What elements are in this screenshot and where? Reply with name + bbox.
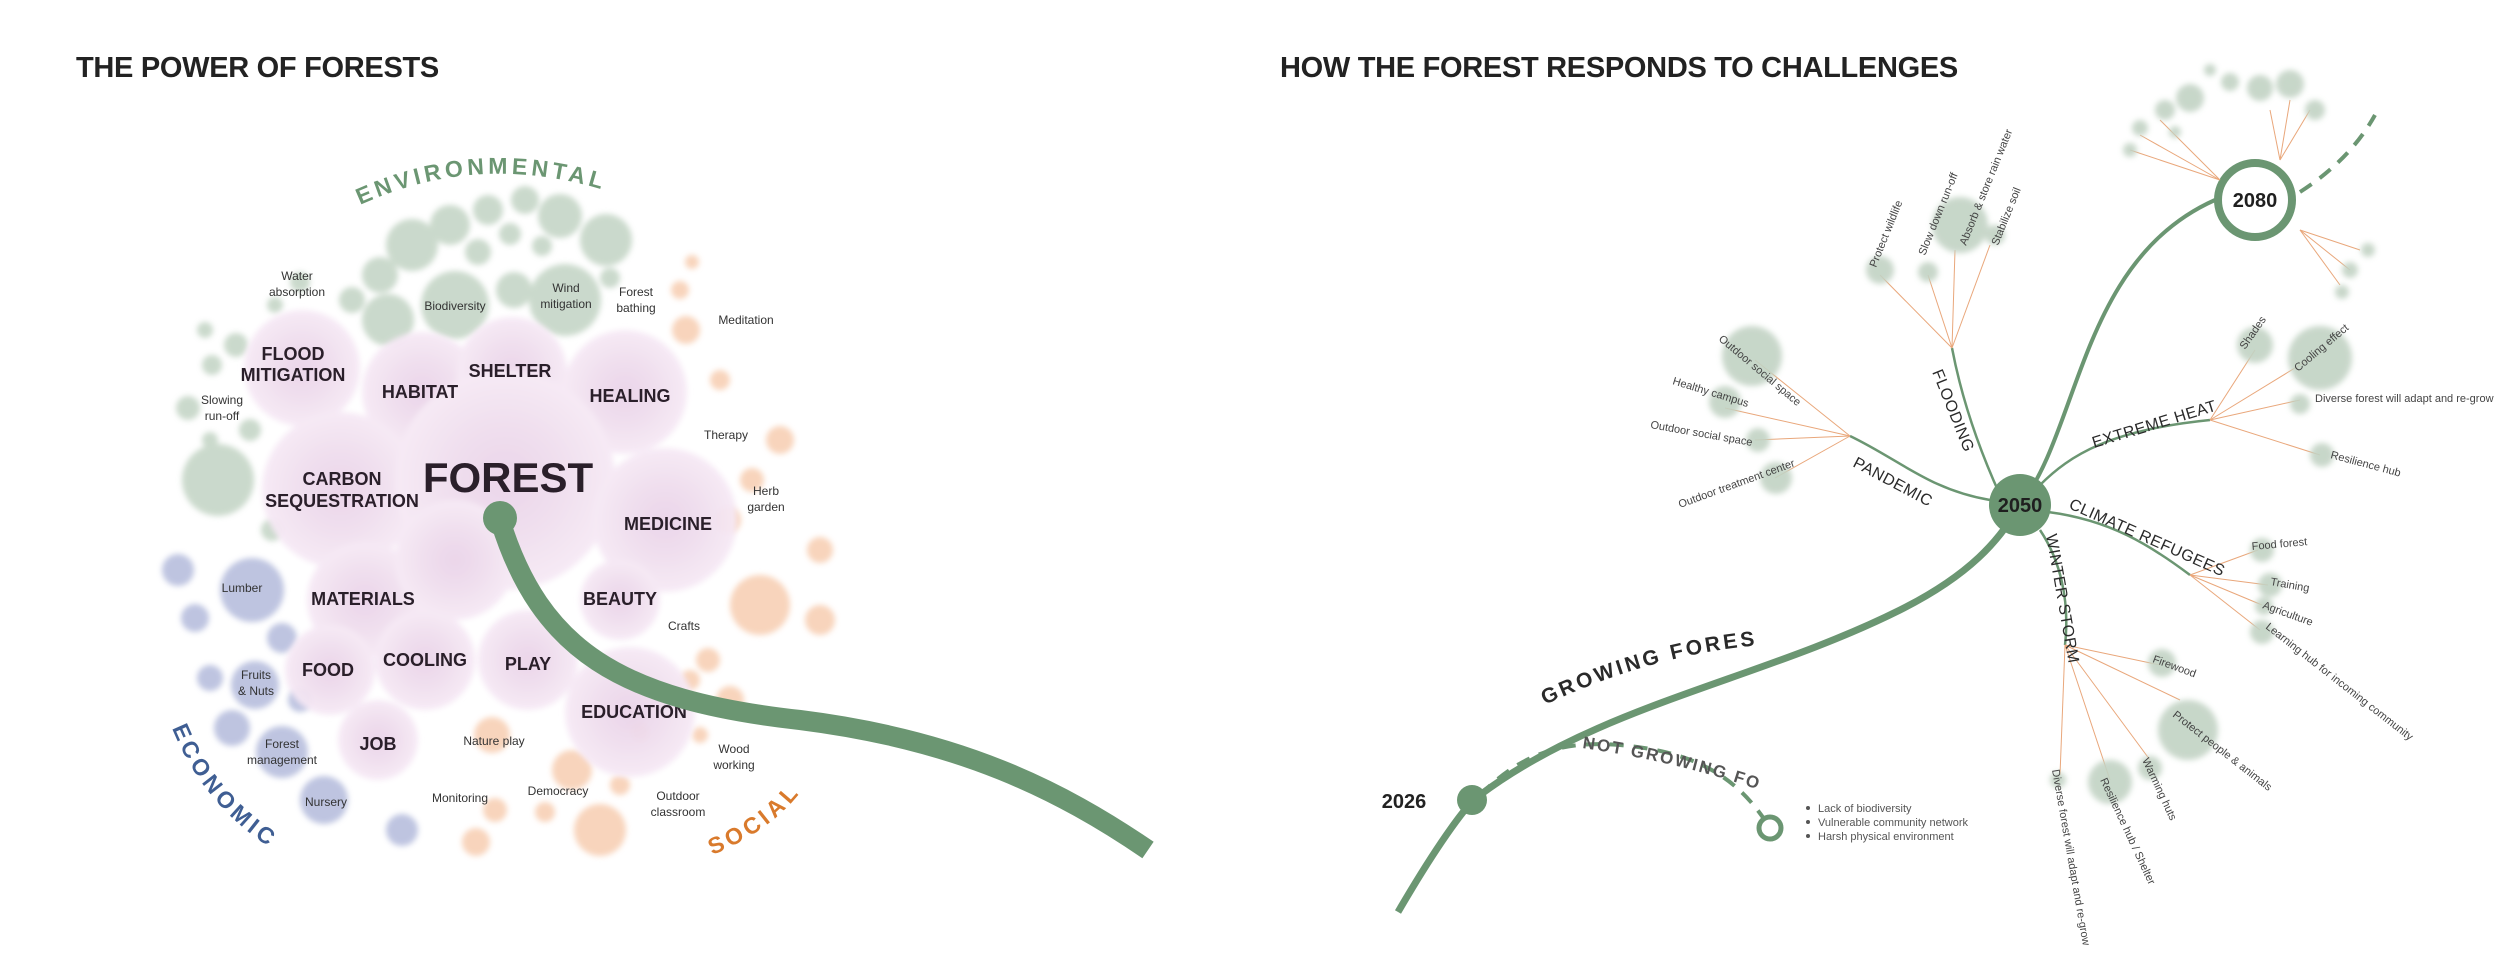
core-label-carbon-sequestration: CARBON SEQUESTRATION [265,469,419,511]
core-label-education: EDUCATION [581,702,687,722]
core-label-food: FOOD [302,660,354,680]
core-label-job: JOB [359,734,396,754]
refugees-item-learning-hub: Learning hub for incoming community [2263,621,2415,744]
not-growing-end-ring [1756,814,1784,842]
branch-label-flooding: FLOODING [1928,367,1977,455]
forest-stem [483,501,1154,859]
path-to-2080 [2018,198,2216,507]
social-item-meditation: Meditation [718,313,773,327]
year-2050-label: 2050 [1998,495,2043,517]
center-forest-label: FOREST [423,454,594,501]
core-label-healing: HEALING [590,386,671,406]
econ-item-forest-management: Forest management [247,737,318,767]
core-label-habitat: HABITAT [382,382,458,402]
branch-label-pandemic: PANDEMIC [1850,455,1935,511]
core-label-shelter: SHELTER [469,361,552,381]
core-label-materials: MATERIALS [311,589,415,609]
branch-leaf-bubbles [1709,64,2375,804]
social-item-monitoring: Monitoring [432,791,488,805]
econ-item-fruits-nuts: Fruits & Nuts [238,668,274,698]
social-item-democracy: Democracy [528,784,589,798]
social-item-labels: Meditation Therapy Herb garden Crafts Woo… [432,313,785,819]
social-item-herb-garden: Herb garden [747,484,784,514]
pandemic-item-outdoor-social-space-2: Outdoor social space [1649,419,1753,449]
social-item-nature-play: Nature play [463,734,524,748]
env-item-water-absorption: Water absorption [269,269,325,299]
environmental-bubbles [176,186,632,541]
env-item-biodiversity: Biodiversity [424,299,485,313]
social-item-outdoor-classroom: Outdoor classroom [651,789,706,819]
social-category-label: SOCIAL [704,778,805,860]
refugees-item-food-forest: Food forest [2251,536,2307,553]
node-2026 [1457,785,1487,815]
social-item-therapy: Therapy [704,428,748,442]
year-2026-label: 2026 [1382,791,1427,813]
env-item-slowing-run-off: Slowing run-off [201,393,243,423]
core-labels: FLOOD MITIGATION HABITAT SHELTER HEALING … [241,344,712,754]
econ-item-lumber: Lumber [222,581,263,595]
not-growing-path [1478,742,1772,830]
year-2080-label: 2080 [2233,190,2278,212]
econ-item-nursery: Nursery [305,795,347,809]
social-item-wood-working: Wood working [712,742,754,772]
orange-fan-lines [1724,99,2361,781]
stem-origin-dot [483,501,517,535]
storm-item-diverse-forest: Diverse forest will adapt and re-grow [2049,768,2092,946]
heat-item-resilience-hub: Resilience hub [2329,449,2402,479]
core-label-cooling: COOLING [383,650,467,670]
forest-responds-title: HOW THE FOREST RESPONDS TO CHALLENGES [1280,52,1958,84]
economic-item-labels: Lumber Fruits & Nuts Forest management Nur… [222,581,347,809]
node-2080 [2214,159,2296,241]
social-item-crafts: Crafts [668,619,700,633]
note-lack-biodiversity: Lack of biodiversity [1818,803,1912,815]
core-label-play: PLAY [505,654,551,674]
core-label-beauty: BEAUTY [583,589,657,609]
note-vulnerable-community: Vulnerable community network [1818,817,1968,829]
growing-forest-path [1394,503,2024,914]
branch-label-winter-storm: WINTER STORM [2042,533,2081,665]
note-harsh-environment: Harsh physical environment [1818,831,1954,843]
environmental-item-labels: Water absorption Biodiversity Wind mitigat… [201,269,656,423]
branch-stems [1849,347,2211,646]
heat-item-diverse-forest: Diverse forest will adapt and re-grow [2315,393,2494,405]
future-dashed-path [2298,114,2377,194]
branch-label-climate-refugees: CLIMATE REFUGEES [2066,496,2227,580]
branch-label-extreme-heat: EXTREME HEAT [2090,398,2219,452]
flooding-item-stabilize-soil: Stabilize soil [1990,186,2024,247]
core-label-flood-mitigation: FLOOD MITIGATION [241,344,346,385]
power-of-forests-title: THE POWER OF FORESTS [76,52,439,84]
node-2050 [1989,474,2051,536]
not-growing-notes: Lack of biodiversity Vulnerable communit… [1806,803,1968,843]
env-item-wind-mitigation: Wind mitigation [540,281,591,311]
core-label-medicine: MEDICINE [624,514,712,534]
env-item-forest-bathing: Forest bathing [616,285,655,315]
